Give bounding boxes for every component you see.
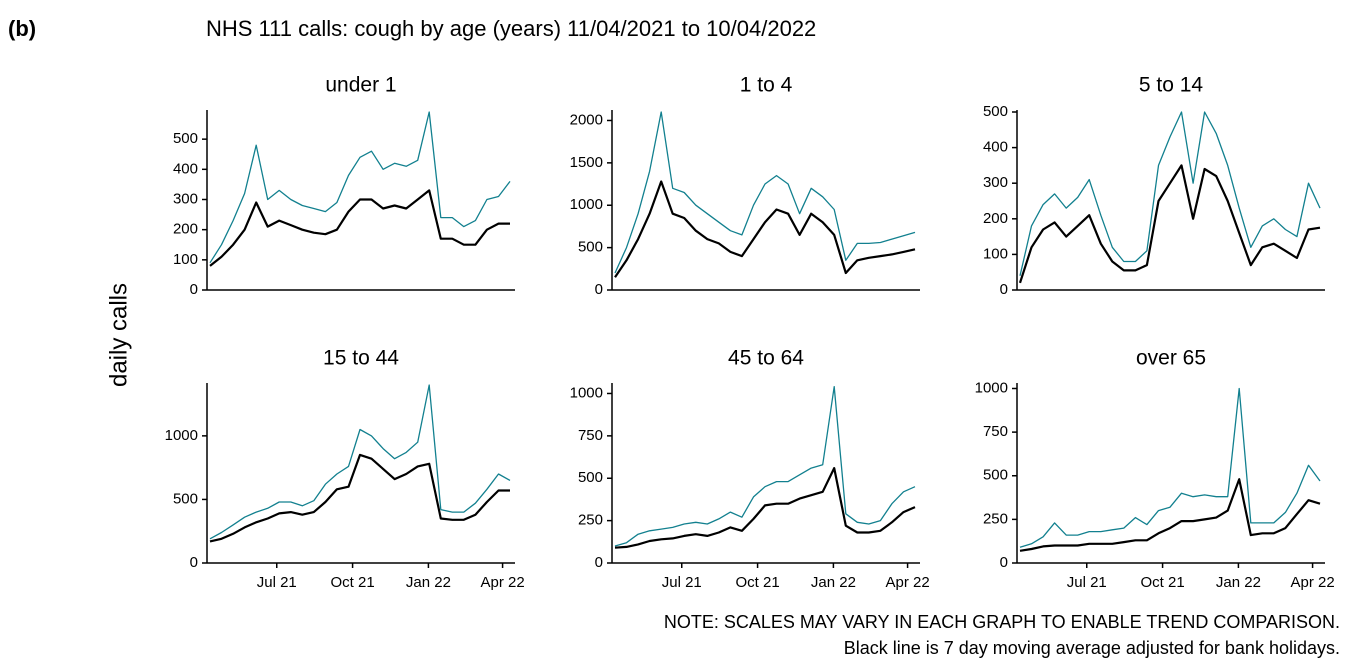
x-tick-label: Oct 21 <box>330 574 374 591</box>
x-tick-label: Oct 21 <box>735 574 779 591</box>
y-tick-label: 500 <box>983 103 1008 120</box>
y-tick-label: 500 <box>578 239 603 256</box>
x-tick-label: Apr 22 <box>480 574 524 591</box>
y-tick-label: 100 <box>173 251 198 268</box>
panel-title: 45 to 64 <box>728 347 804 370</box>
y-tick-label: 0 <box>190 281 198 298</box>
y-tick-label: 300 <box>983 174 1008 191</box>
average-line <box>1019 478 1321 552</box>
panel-title: under 1 <box>325 74 396 97</box>
y-tick-label: 0 <box>595 554 603 571</box>
y-tick-label: 250 <box>983 510 1008 527</box>
x-tick-label: Jan 22 <box>406 574 451 591</box>
y-tick-label: 0 <box>190 554 198 571</box>
x-tick-label: Jul 21 <box>662 574 702 591</box>
daily-line <box>209 384 511 540</box>
y-tick-label: 500 <box>173 130 198 147</box>
x-tick-label: Jul 21 <box>257 574 297 591</box>
y-tick-label: 250 <box>578 512 603 529</box>
y-tick-label: 1000 <box>570 196 603 213</box>
x-tick-label: Jan 22 <box>811 574 856 591</box>
average-line <box>614 467 916 549</box>
y-tick-label: 200 <box>983 210 1008 227</box>
y-tick-label: 1000 <box>570 384 603 401</box>
panel-title: 1 to 4 <box>740 74 793 97</box>
daily-line <box>614 111 916 274</box>
panel-title: 5 to 14 <box>1139 74 1204 97</box>
y-tick-label: 100 <box>983 245 1008 262</box>
daily-line <box>209 111 511 264</box>
average-line <box>209 453 510 543</box>
y-tick-label: 750 <box>983 423 1008 440</box>
y-tick-label: 200 <box>173 221 198 238</box>
y-tick-label: 750 <box>578 427 603 444</box>
y-tick-label: 0 <box>1000 281 1008 298</box>
panel-label: (b) <box>8 16 36 41</box>
y-tick-label: 300 <box>173 190 198 207</box>
daily-line <box>1019 111 1321 276</box>
y-axis-label: daily calls <box>105 283 132 387</box>
x-tick-label: Oct 21 <box>1140 574 1184 591</box>
y-tick-label: 2000 <box>570 111 603 128</box>
chart-title: NHS 111 calls: cough by age (years) 11/0… <box>206 16 816 41</box>
x-tick-label: Apr 22 <box>1290 574 1334 591</box>
y-tick-label: 400 <box>983 139 1008 156</box>
y-tick-label: 1000 <box>975 379 1008 396</box>
average-line <box>209 189 510 267</box>
y-tick-label: 1000 <box>165 427 198 444</box>
y-tick-label: 1500 <box>570 154 603 171</box>
y-tick-label: 500 <box>173 490 198 507</box>
daily-line <box>614 386 916 547</box>
x-tick-label: Apr 22 <box>885 574 929 591</box>
daily-line <box>1019 387 1321 548</box>
note: Black line is 7 day moving average adjus… <box>844 638 1340 658</box>
note: NOTE: SCALES MAY VARY IN EACH GRAPH TO E… <box>664 612 1340 632</box>
y-tick-label: 500 <box>983 467 1008 484</box>
panel-title: over 65 <box>1136 347 1206 370</box>
average-line <box>614 180 916 278</box>
x-tick-label: Jan 22 <box>1216 574 1261 591</box>
panel-title: 15 to 44 <box>323 347 399 370</box>
y-tick-label: 0 <box>1000 554 1008 571</box>
average-line <box>1018 164 1321 284</box>
y-tick-label: 0 <box>595 281 603 298</box>
y-tick-label: 500 <box>578 469 603 486</box>
x-tick-label: Jul 21 <box>1067 574 1107 591</box>
y-tick-label: 400 <box>173 160 198 177</box>
